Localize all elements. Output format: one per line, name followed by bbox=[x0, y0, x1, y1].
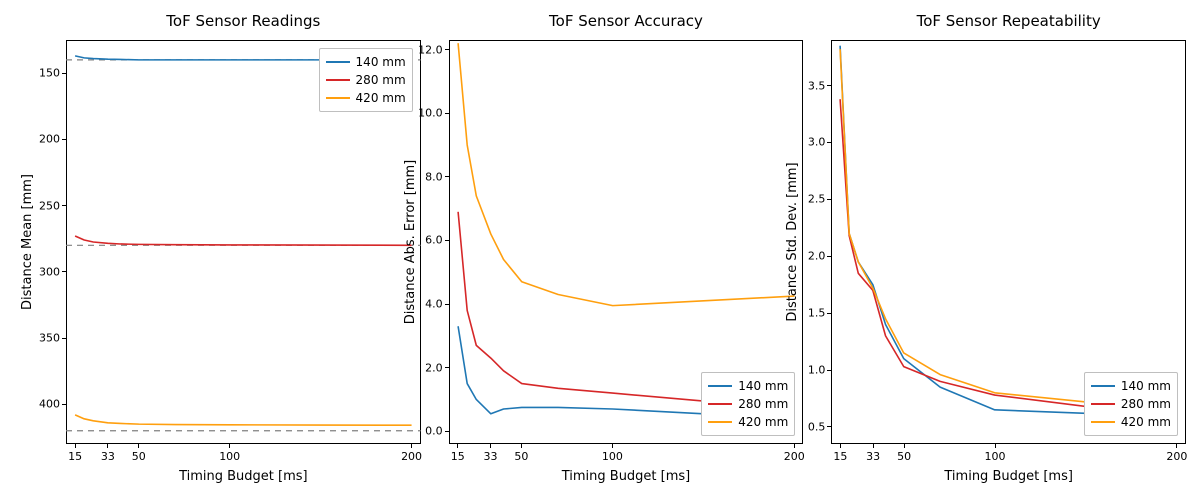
x-tick-label: 200 bbox=[784, 450, 805, 463]
x-tickmark bbox=[75, 444, 76, 448]
legend-entry: 140 mm bbox=[708, 377, 788, 395]
y-tick-label: 1.5 bbox=[808, 307, 832, 320]
y-tick-label: 350 bbox=[39, 332, 66, 345]
legend-label: 140 mm bbox=[1121, 377, 1171, 395]
y-tick-label: 4.0 bbox=[425, 298, 449, 311]
legend-entry: 140 mm bbox=[1091, 377, 1171, 395]
x-tick-label: 100 bbox=[602, 450, 623, 463]
chart-title: ToF Sensor Repeatability bbox=[831, 12, 1186, 30]
subplot-accuracy: ToF Sensor AccuracyTiming Budget [ms]Dis… bbox=[449, 40, 804, 444]
y-tick-label: 400 bbox=[39, 398, 66, 411]
x-tickmark bbox=[107, 444, 108, 448]
y-tick-label: 10.0 bbox=[418, 107, 449, 120]
y-tick-label: 300 bbox=[39, 265, 66, 278]
figure: ToF Sensor Readings Timing Budget [ms] Dis… bbox=[0, 0, 1200, 500]
subplot-readings: ToF Sensor ReadingsTiming Budget [ms]Dis… bbox=[66, 40, 421, 444]
series-line-140 bbox=[840, 46, 1176, 416]
y-tick-label: 2.5 bbox=[808, 193, 832, 206]
legend-label: 280 mm bbox=[738, 395, 788, 413]
x-tickmark bbox=[904, 444, 905, 448]
x-axis-label: Timing Budget [ms] bbox=[66, 469, 421, 484]
x-tick-label: 200 bbox=[401, 450, 422, 463]
legend-swatch bbox=[1091, 403, 1115, 405]
legend: 140 mm280 mm420 mm bbox=[1084, 372, 1178, 436]
x-tickmark bbox=[612, 444, 613, 448]
subplot-repeatability: ToF Sensor RepeatabilityTiming Budget [m… bbox=[831, 40, 1186, 444]
x-tick-label: 50 bbox=[897, 450, 911, 463]
legend-swatch bbox=[708, 385, 732, 387]
y-tick-label: 3.0 bbox=[808, 136, 832, 149]
x-tickmark bbox=[457, 444, 458, 448]
legend-swatch bbox=[326, 79, 350, 81]
legend-entry: 420 mm bbox=[708, 413, 788, 431]
y-tick-label: 3.5 bbox=[808, 79, 832, 92]
series-line-420 bbox=[75, 415, 411, 425]
legend-entry: 280 mm bbox=[1091, 395, 1171, 413]
chart-title: ToF Sensor Readings bbox=[66, 12, 421, 30]
legend-entry: 140 mm bbox=[326, 53, 406, 71]
x-tickmark bbox=[521, 444, 522, 448]
legend-swatch bbox=[708, 421, 732, 423]
legend-label: 140 mm bbox=[738, 377, 788, 395]
y-tick-label: 2.0 bbox=[425, 361, 449, 374]
legend-label: 420 mm bbox=[356, 89, 406, 107]
x-tick-label: 200 bbox=[1166, 450, 1187, 463]
y-axis-label: Distance Abs. Error [mm] bbox=[403, 40, 418, 444]
y-tick-label: 0.0 bbox=[425, 425, 449, 438]
legend-swatch bbox=[1091, 421, 1115, 423]
x-tick-label: 100 bbox=[219, 450, 240, 463]
x-tick-label: 100 bbox=[985, 450, 1006, 463]
x-tickmark bbox=[411, 444, 412, 448]
y-tick-label: 150 bbox=[39, 67, 66, 80]
y-tick-label: 8.0 bbox=[425, 170, 449, 183]
legend-label: 420 mm bbox=[738, 413, 788, 431]
series-line-420 bbox=[458, 43, 794, 305]
y-axis-label: Distance Mean [mm] bbox=[20, 40, 35, 444]
chart-title: ToF Sensor Accuracy bbox=[449, 12, 804, 30]
legend-label: 280 mm bbox=[356, 71, 406, 89]
legend-swatch bbox=[326, 97, 350, 99]
series-line-280 bbox=[75, 236, 411, 245]
legend-entry: 280 mm bbox=[326, 71, 406, 89]
legend: 140 mm280 mm420 mm bbox=[319, 48, 413, 112]
x-tick-label: 15 bbox=[68, 450, 82, 463]
x-tickmark bbox=[873, 444, 874, 448]
x-tick-label: 50 bbox=[132, 450, 146, 463]
x-tickmark bbox=[490, 444, 491, 448]
legend-label: 280 mm bbox=[1121, 395, 1171, 413]
y-tick-label: 0.5 bbox=[808, 420, 832, 433]
legend: 140 mm280 mm420 mm bbox=[701, 372, 795, 436]
x-tickmark bbox=[229, 444, 230, 448]
x-tick-label: 33 bbox=[101, 450, 115, 463]
x-tickmark bbox=[794, 444, 795, 448]
x-tick-label: 33 bbox=[866, 450, 880, 463]
legend-entry: 280 mm bbox=[708, 395, 788, 413]
x-tick-label: 33 bbox=[483, 450, 497, 463]
y-axis-label: Distance Std. Dev. [mm] bbox=[785, 40, 800, 444]
y-tick-label: 250 bbox=[39, 199, 66, 212]
x-tickmark bbox=[1176, 444, 1177, 448]
y-tick-label: 2.0 bbox=[808, 250, 832, 263]
y-tick-label: 200 bbox=[39, 133, 66, 146]
x-tick-label: 50 bbox=[514, 450, 528, 463]
x-axis-label: Timing Budget [ms] bbox=[831, 469, 1186, 484]
legend-entry: 420 mm bbox=[326, 89, 406, 107]
x-tickmark bbox=[995, 444, 996, 448]
legend-label: 140 mm bbox=[356, 53, 406, 71]
series-line-420 bbox=[840, 49, 1176, 412]
x-axis-label: Timing Budget [ms] bbox=[449, 469, 804, 484]
legend-label: 420 mm bbox=[1121, 413, 1171, 431]
legend-entry: 420 mm bbox=[1091, 413, 1171, 431]
x-tick-label: 15 bbox=[451, 450, 465, 463]
x-tick-label: 15 bbox=[833, 450, 847, 463]
y-tick-label: 12.0 bbox=[418, 43, 449, 56]
y-tick-label: 6.0 bbox=[425, 234, 449, 247]
y-tick-label: 1.0 bbox=[808, 364, 832, 377]
x-tickmark bbox=[840, 444, 841, 448]
legend-swatch bbox=[708, 403, 732, 405]
x-tickmark bbox=[138, 444, 139, 448]
legend-swatch bbox=[1091, 385, 1115, 387]
legend-swatch bbox=[326, 61, 350, 63]
